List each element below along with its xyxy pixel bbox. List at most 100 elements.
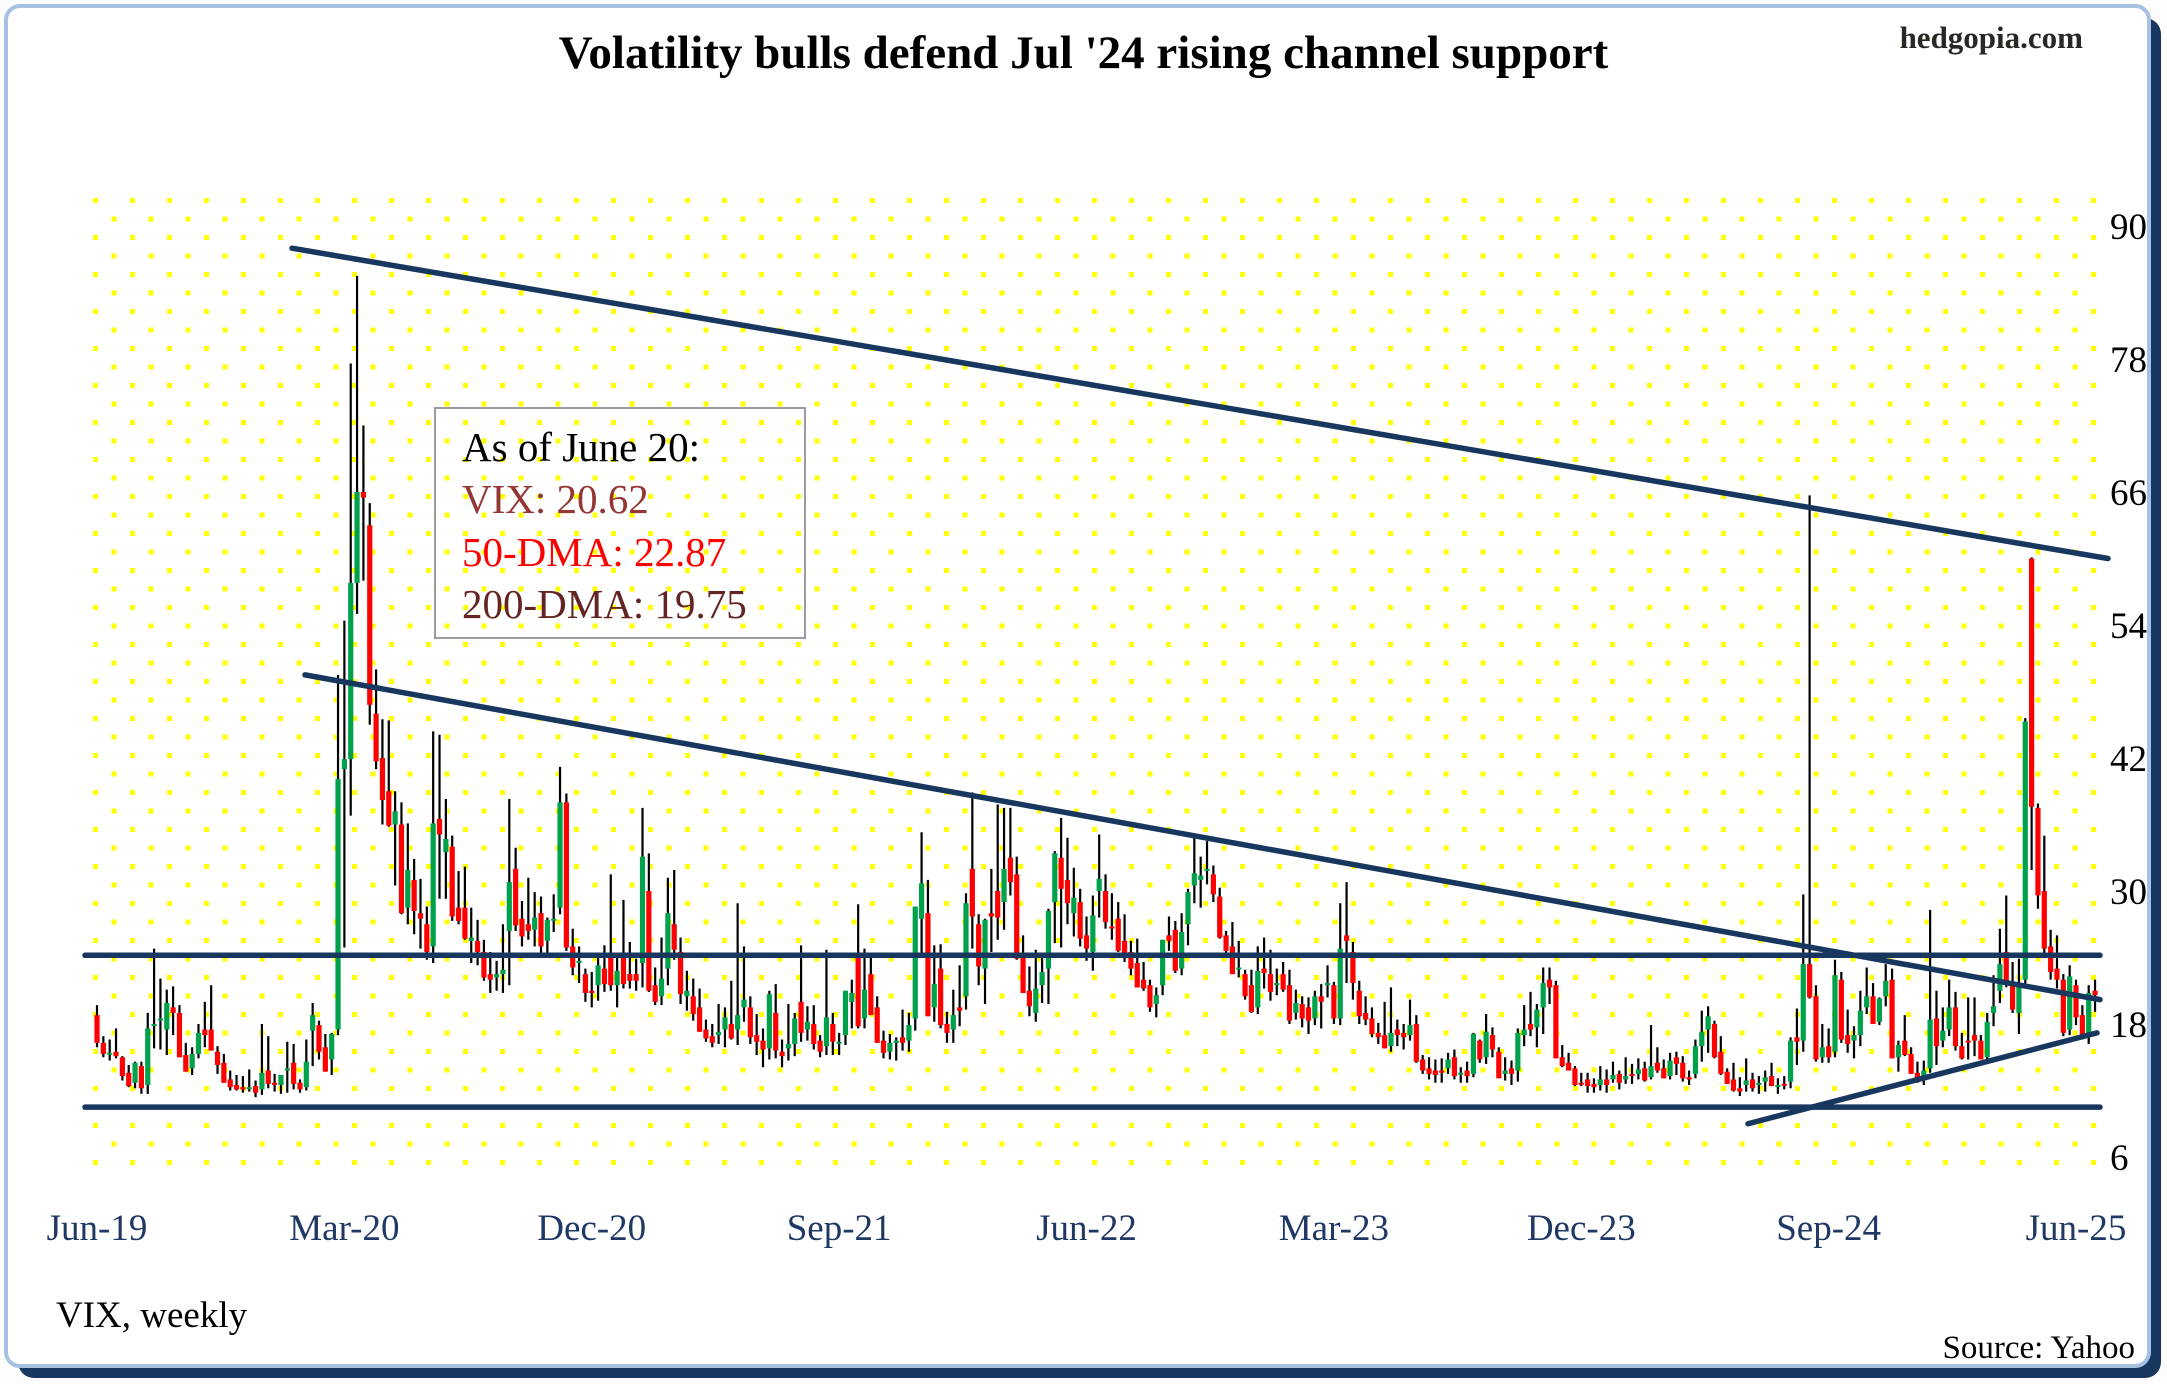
candle (386, 720, 392, 827)
candle (1642, 1061, 1648, 1082)
x-tick-label: Jun-19 (47, 1208, 148, 1249)
candle (1959, 1032, 1965, 1060)
candle (1870, 982, 1876, 1025)
candle (1654, 1047, 1660, 1073)
candle (1445, 1052, 1451, 1074)
candle (259, 1024, 265, 1095)
candle (1160, 939, 1166, 996)
candle (2092, 979, 2098, 1012)
candle (1940, 1007, 1946, 1048)
candle (1724, 1068, 1730, 1084)
candle (899, 1009, 906, 1051)
source-label: Source: Yahoo (1942, 1330, 2135, 1366)
candle (595, 954, 601, 1001)
candle (1014, 856, 1020, 960)
candle (1965, 997, 1971, 1060)
x-tick-label: Jun-25 (2026, 1208, 2127, 1249)
candle (297, 1079, 303, 1093)
candle (1629, 1063, 1635, 1084)
candle (1483, 1014, 1489, 1064)
candle (1026, 966, 1033, 1017)
candle (1324, 965, 1331, 998)
candle (1470, 1032, 1477, 1078)
candle (1705, 1006, 1711, 1053)
candle (1794, 1008, 1800, 1066)
candle (462, 866, 468, 940)
candle (1274, 968, 1280, 996)
candle (861, 948, 868, 1029)
candle (1166, 916, 1172, 951)
candle (1832, 959, 1838, 1058)
candle (379, 719, 386, 825)
candle (823, 949, 830, 1056)
candle (227, 1070, 233, 1091)
candle (221, 1053, 227, 1083)
candle (722, 1007, 728, 1048)
candle (1749, 1072, 1756, 1092)
candle (1997, 928, 2003, 1003)
x-axis-labels: Jun-19 Mar-20 Dec-20 Sep-21 Jun-22 Mar-23 Dec-… (47, 1208, 2127, 1249)
candle (1369, 1007, 1375, 1038)
candle (880, 1030, 887, 1059)
candle (1534, 1004, 1540, 1048)
candle (627, 941, 633, 989)
candle (1248, 969, 1255, 1013)
candle (1280, 961, 1286, 992)
candle (677, 937, 684, 1005)
candle (633, 958, 639, 991)
candle (157, 978, 164, 1050)
candle (1946, 979, 1952, 1037)
candle (481, 939, 487, 981)
candle (1692, 1039, 1699, 1079)
trendline-upper-descending-channel (289, 245, 2111, 562)
candle (1153, 987, 1159, 1018)
candle (1585, 1072, 1591, 1093)
candle (1305, 997, 1312, 1034)
candle (189, 1047, 195, 1075)
candle (918, 832, 925, 956)
annotation-asof-label: As of June 20: (462, 424, 701, 470)
candle (424, 906, 430, 960)
candle (1661, 1059, 1667, 1079)
candle (1857, 990, 1863, 1047)
candle (1826, 1028, 1832, 1063)
candle (208, 985, 214, 1051)
y-tick-label: 54 (2110, 606, 2147, 647)
candle (2035, 803, 2041, 909)
candle (716, 1004, 722, 1044)
candle (233, 1074, 240, 1091)
candle (1356, 980, 1362, 1025)
candle (1591, 1078, 1597, 1093)
candle (341, 620, 347, 948)
candle (246, 1069, 252, 1092)
candle (1090, 895, 1096, 971)
candle (392, 791, 398, 886)
candle (1064, 837, 1071, 925)
candle (1864, 967, 1870, 1015)
candle (265, 1036, 271, 1089)
candle (1781, 1076, 1787, 1090)
candle (709, 1024, 715, 1048)
candle (1978, 1035, 1984, 1060)
candle (950, 989, 956, 1043)
candle (1730, 1062, 1737, 1092)
candle (1787, 1037, 1794, 1089)
candle (119, 1056, 125, 1081)
candle (2041, 835, 2047, 955)
x-tick-label: Mar-20 (289, 1208, 399, 1249)
candle (278, 1074, 284, 1094)
candle (938, 944, 944, 1029)
candle (1267, 949, 1274, 1001)
candle (1762, 1070, 1768, 1092)
candle (348, 363, 354, 816)
candle (1312, 990, 1318, 1026)
candle (1883, 964, 1889, 1007)
watermark-hedgopia: hedgopia.com (1899, 20, 2083, 55)
candle (766, 990, 772, 1060)
candle (1521, 1005, 1527, 1047)
candle (760, 1028, 766, 1068)
candle (335, 674, 341, 1036)
candle (589, 971, 595, 1008)
